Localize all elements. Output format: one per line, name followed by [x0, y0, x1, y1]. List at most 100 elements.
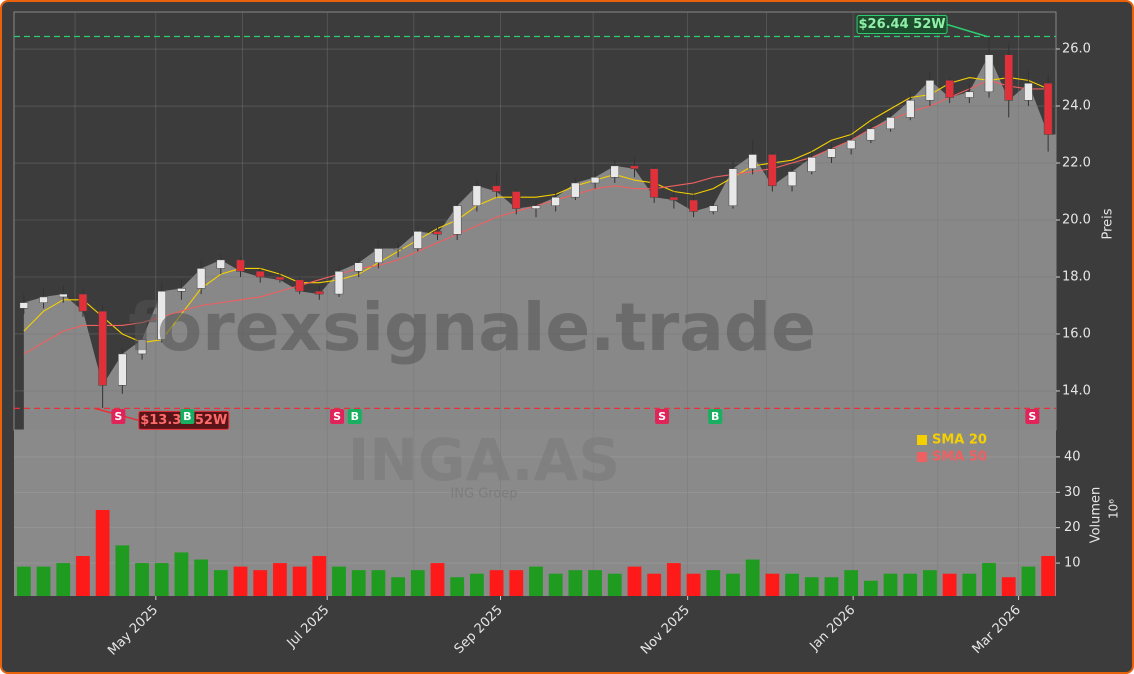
candle-body [196, 268, 206, 289]
candle-body [590, 177, 600, 184]
candle-body [728, 168, 738, 207]
volume-bar [942, 573, 957, 596]
candle-body [393, 248, 403, 250]
volume-bar [253, 570, 268, 596]
volume-bar [923, 570, 937, 596]
volume-bar [509, 570, 524, 596]
candle-body [452, 205, 462, 235]
candle-body [177, 288, 186, 292]
volume-bar [1021, 566, 1036, 596]
candle-body [39, 296, 48, 303]
sma-line [23, 76, 1049, 344]
candle-body [807, 157, 817, 172]
volume-bar [332, 566, 346, 596]
volume-bar [883, 573, 898, 596]
y-tick-label: 18.0 [1062, 269, 1091, 284]
candle-body [315, 290, 324, 295]
signal-label: B [711, 410, 719, 423]
candle-body [472, 185, 482, 207]
volume-bar [1041, 556, 1056, 596]
candle-body [255, 271, 265, 278]
annotation-box [856, 15, 948, 35]
legend-label: SMA 50 [932, 450, 987, 465]
candle-body [630, 165, 639, 169]
candle-body [925, 80, 935, 101]
signal-marker [180, 409, 195, 424]
signal-marker [655, 409, 670, 424]
y-tick-label: 24.0 [1062, 99, 1091, 114]
candle-body [905, 100, 915, 118]
volume-bar [548, 573, 563, 596]
candle-body [945, 80, 954, 98]
volume-bar [962, 573, 977, 596]
candle-body [886, 117, 895, 130]
candle-body [610, 165, 620, 178]
signal-marker [1025, 409, 1040, 424]
volume-bar [686, 573, 701, 596]
signal-marker [330, 409, 345, 424]
candle-body [413, 231, 423, 249]
candle-body [827, 148, 836, 158]
candle-body [354, 262, 363, 272]
volume-bar [273, 563, 287, 596]
candle-body [846, 139, 856, 150]
annotation-arrow [946, 23, 988, 38]
volume-bar [351, 570, 366, 596]
x-tick-label: Jan 2026 [807, 603, 859, 655]
volume-bar [666, 563, 681, 596]
candle-body [236, 259, 245, 272]
volume-bar [410, 570, 425, 596]
volume-bar [765, 573, 780, 596]
signal-label: S [333, 410, 341, 423]
candle-body [19, 302, 29, 309]
candle-body [866, 128, 876, 141]
candle-body [649, 168, 659, 198]
signal-marker [111, 409, 126, 424]
candle-body [433, 231, 442, 235]
volume-axis-label: Volumen [1089, 487, 1104, 544]
volume-bar [36, 566, 51, 596]
volume-bar [745, 559, 760, 596]
candle-body [512, 191, 521, 209]
volume-bar [607, 573, 622, 596]
volume-bar [194, 559, 209, 596]
volume-bar [391, 577, 405, 596]
legend-swatch [917, 452, 927, 462]
signal-label: B [351, 410, 359, 423]
volume-bar [529, 566, 543, 596]
candle-body [118, 353, 127, 386]
volume-tick-label: 40 [1064, 449, 1081, 464]
volume-bar [76, 556, 90, 596]
candle-body [157, 290, 166, 340]
volume-bar [233, 566, 248, 596]
volume-bar [785, 573, 799, 596]
volume-bar [56, 563, 71, 596]
volume-bar [844, 570, 859, 596]
volume-multiplier: 10⁶ [1107, 499, 1121, 519]
legend-label: SMA 20 [932, 433, 987, 448]
candle-body [137, 339, 147, 355]
y-tick-label: 22.0 [1062, 156, 1091, 171]
volume-bar [450, 577, 465, 596]
volume-bar [154, 563, 169, 596]
candle-body [334, 271, 344, 295]
volume-bar [903, 573, 918, 596]
volume-bar [16, 566, 31, 596]
volume-bar [115, 545, 130, 596]
candle-body [78, 293, 88, 312]
signal-label: S [658, 410, 666, 423]
volume-tick-label: 20 [1064, 520, 1081, 535]
volume-bar [292, 566, 307, 596]
volume-bar [95, 509, 110, 596]
volume-bar [135, 563, 149, 596]
candle-body [748, 154, 757, 169]
candle-body [1024, 82, 1033, 101]
volume-bar [982, 563, 996, 596]
volume-bar [588, 570, 602, 596]
symbol-watermark: INGA.AS [348, 426, 620, 494]
company-watermark: ING Groep [450, 487, 517, 502]
x-tick-label: Jul 2025 [284, 603, 333, 652]
volume-tick-label: 10 [1064, 556, 1081, 571]
candle-body [689, 199, 698, 212]
